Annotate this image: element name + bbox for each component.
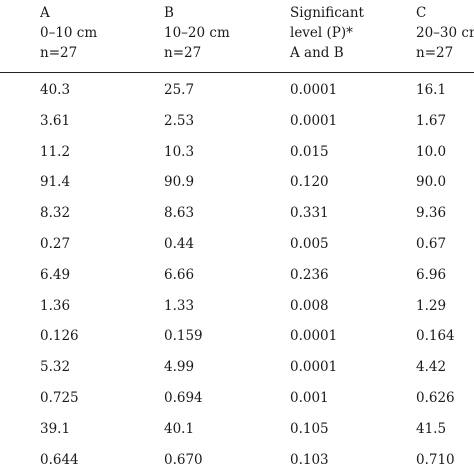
cell-p: 0.005 — [290, 235, 329, 252]
cell-c: 16.1 — [416, 82, 447, 98]
cell-p: 0.236 — [290, 266, 329, 283]
table-row: 11.2 10.3 0.015 10.0 — [0, 141, 474, 172]
table-row: 3.61 2.53 0.0001 1.67 — [0, 110, 474, 141]
cell-c: 0.710 — [416, 451, 455, 468]
header-n: n=27 — [164, 45, 202, 61]
cell-c: 41.5 — [416, 420, 447, 437]
header-label: B — [164, 5, 174, 21]
cell-p: 0.0001 — [290, 328, 338, 345]
cell-b: 90.9 — [164, 174, 195, 191]
cell-p: 0.008 — [290, 297, 329, 314]
header-n: n=27 — [40, 45, 78, 61]
cell-a: 11.2 — [40, 143, 71, 160]
table-header: A 0–10 cm n=27 B 10–20 cm n=27 Significa… — [0, 0, 474, 74]
cell-a: 1.36 — [40, 297, 71, 314]
cell-a: 40.3 — [40, 82, 71, 98]
header-label: Significant — [290, 5, 364, 21]
cell-b: 1.33 — [164, 297, 195, 314]
cell-b: 0.694 — [164, 389, 203, 406]
cell-a: 5.32 — [40, 359, 71, 376]
cell-b: 0.670 — [164, 451, 203, 468]
cell-p: 0.0001 — [290, 82, 338, 98]
cell-a: 0.27 — [40, 235, 71, 252]
header-label: C — [416, 5, 427, 21]
cell-c: 9.36 — [416, 205, 447, 222]
table-row: 39.1 40.1 0.105 41.5 — [0, 418, 474, 449]
cell-a: 91.4 — [40, 174, 71, 191]
table-row: 0.126 0.159 0.0001 0.164 — [0, 325, 474, 356]
cell-b: 40.1 — [164, 420, 195, 437]
cell-b: 8.63 — [164, 205, 195, 222]
header-col-c: C 20–30 cm n=27 — [416, 3, 474, 63]
cell-a: 6.49 — [40, 266, 71, 283]
cell-a: 0.126 — [40, 328, 79, 345]
cell-c: 1.67 — [416, 112, 447, 129]
table-row: 8.32 8.63 0.331 9.36 — [0, 202, 474, 233]
cell-b: 25.7 — [164, 82, 195, 98]
cell-c: 1.29 — [416, 297, 447, 314]
header-col-significance: Significant level (P)* A and B — [290, 3, 364, 63]
header-col-a: A 0–10 cm n=27 — [40, 3, 97, 63]
header-rule — [0, 72, 474, 74]
table-row: 5.32 4.99 0.0001 4.42 — [0, 356, 474, 387]
cell-p: 0.0001 — [290, 112, 338, 129]
table-row: 0.27 0.44 0.005 0.67 — [0, 233, 474, 264]
cell-b: 0.159 — [164, 328, 203, 345]
cell-a: 0.644 — [40, 451, 79, 468]
table-row: 6.49 6.66 0.236 6.96 — [0, 264, 474, 295]
cell-p: 0.120 — [290, 174, 329, 191]
cell-b: 6.66 — [164, 266, 195, 283]
cell-c: 0.626 — [416, 389, 455, 406]
table-row: 1.36 1.33 0.008 1.29 — [0, 295, 474, 326]
cell-c: 90.0 — [416, 174, 447, 191]
cell-p: 0.0001 — [290, 359, 338, 376]
cell-p: 0.015 — [290, 143, 329, 160]
cell-a: 39.1 — [40, 420, 71, 437]
cell-p: 0.105 — [290, 420, 329, 437]
cell-c: 6.96 — [416, 266, 447, 283]
cell-a: 0.725 — [40, 389, 79, 406]
header-col-b: B 10–20 cm n=27 — [164, 3, 230, 63]
cell-b: 4.99 — [164, 359, 195, 376]
header-n: n=27 — [416, 45, 454, 61]
table-row: 0.644 0.670 0.103 0.710 — [0, 449, 474, 474]
cell-a: 3.61 — [40, 112, 71, 129]
cell-c: 4.42 — [416, 359, 447, 376]
cell-c: 10.0 — [416, 143, 447, 160]
header-depth: 10–20 cm — [164, 25, 230, 41]
cell-p: 0.331 — [290, 205, 329, 222]
cell-p: 0.103 — [290, 451, 329, 468]
cell-c: 0.164 — [416, 328, 455, 345]
cell-b: 10.3 — [164, 143, 195, 160]
header-label: A — [40, 5, 50, 21]
header-level: level (P)* — [290, 25, 353, 41]
cell-c: 0.67 — [416, 235, 447, 252]
table-body: 40.3 25.7 0.0001 16.1 3.61 2.53 0.0001 1… — [0, 79, 474, 474]
cell-b: 0.44 — [164, 235, 195, 252]
table-row: 0.725 0.694 0.001 0.626 — [0, 387, 474, 418]
cell-a: 8.32 — [40, 205, 71, 222]
table-row: 91.4 90.9 0.120 90.0 — [0, 171, 474, 202]
cell-p: 0.001 — [290, 389, 329, 406]
header-depth: 20–30 cm — [416, 25, 474, 41]
cell-b: 2.53 — [164, 112, 195, 129]
table-row: 40.3 25.7 0.0001 16.1 — [0, 79, 474, 110]
header-comparison: A and B — [290, 45, 344, 61]
header-depth: 0–10 cm — [40, 25, 98, 41]
